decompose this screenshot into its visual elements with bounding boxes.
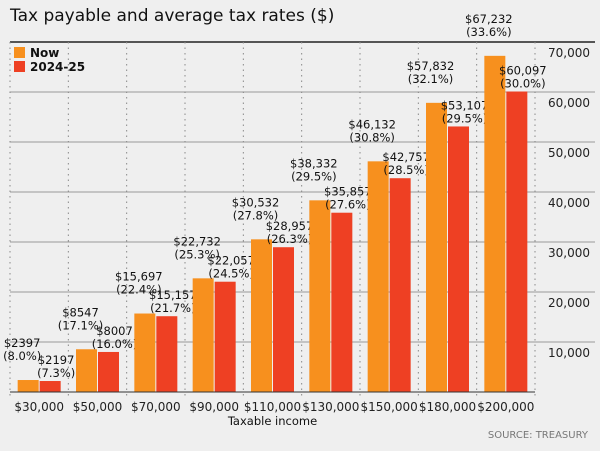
rate-label: (22.4%): [116, 283, 162, 297]
legend-label: 2024-25: [30, 60, 85, 74]
x-tick-label: $50,000: [73, 400, 123, 414]
x-tick-label: $90,000: [189, 400, 239, 414]
bar-now: [76, 349, 97, 392]
bar-now: [367, 161, 389, 392]
rate-label: (7.3%): [37, 366, 75, 380]
bar-2024-25: [331, 212, 353, 392]
bar-now: [484, 55, 506, 393]
value-label: $22,732: [173, 234, 221, 248]
bar-now: [134, 313, 156, 392]
y-tick-label: 10,000: [548, 346, 590, 360]
value-label: $57,832: [407, 59, 455, 73]
value-label: $30,532: [232, 195, 280, 209]
value-label: $15,157: [149, 288, 197, 302]
value-label: $8547: [62, 305, 99, 319]
rate-label: (30.0%): [500, 77, 546, 91]
bar-2024-25: [98, 351, 119, 392]
value-label: $35,857: [324, 185, 372, 199]
legend-swatch-now: [14, 47, 25, 58]
chart-title: Tax payable and average tax rates ($): [10, 6, 335, 26]
bar-2024-25: [214, 281, 236, 392]
value-label: $67,232: [465, 12, 513, 26]
legend-swatch-2024-25: [14, 61, 25, 72]
y-tick-label: 60,000: [548, 96, 590, 110]
value-label: $38,332: [290, 156, 338, 170]
rate-label: (27.8%): [233, 208, 279, 222]
legend-label: Now: [30, 46, 59, 60]
rate-label: (33.6%): [466, 25, 512, 39]
value-label: $28,957: [266, 219, 314, 233]
value-label: $53,107: [441, 98, 489, 112]
bar-now: [17, 380, 39, 392]
bar-2024-25: [389, 178, 411, 392]
y-tick-label: 50,000: [548, 146, 590, 160]
bar-now: [426, 102, 447, 392]
rate-label: (25.3%): [174, 247, 220, 261]
value-label: $2397: [4, 336, 41, 350]
value-label: $15,697: [115, 270, 163, 284]
rate-label: (28.5%): [383, 163, 429, 177]
bar-2024-25: [448, 126, 469, 392]
x-axis-label: Taxable income: [227, 414, 318, 428]
bar-now: [192, 278, 214, 392]
x-tick-label: $110,000: [244, 400, 301, 414]
rate-label: (8.0%): [3, 349, 41, 363]
value-label: $46,132: [348, 117, 396, 131]
rate-label: (29.5%): [442, 111, 488, 125]
value-label: $2197: [38, 353, 75, 367]
x-tick-label: $200,000: [477, 400, 534, 414]
rate-label: (30.8%): [349, 130, 395, 144]
rate-label: (17.1%): [58, 318, 104, 332]
bar-now: [309, 200, 331, 392]
value-label: $22,057: [207, 254, 255, 268]
x-tick-label: $180,000: [419, 400, 476, 414]
x-tick-label: $70,000: [131, 400, 181, 414]
rate-label: (21.7%): [150, 301, 196, 315]
x-tick-label: $150,000: [361, 400, 418, 414]
bar-2024-25: [273, 247, 294, 392]
rate-label: (16.0%): [92, 337, 138, 351]
source-note: SOURCE: TREASURY: [487, 430, 588, 441]
value-label: $60,097: [499, 64, 547, 78]
y-tick-label: 30,000: [548, 246, 590, 260]
x-tick-label: $30,000: [14, 400, 64, 414]
y-tick-label: 40,000: [548, 196, 590, 210]
rate-label: (29.5%): [291, 169, 337, 183]
bar-2024-25: [156, 316, 178, 392]
bar-2024-25: [39, 381, 61, 392]
bar-now: [251, 239, 272, 392]
y-tick-label: 20,000: [548, 296, 590, 310]
rate-label: (24.5%): [208, 267, 254, 281]
rate-label: (27.6%): [325, 198, 371, 212]
value-label: $42,757: [382, 150, 430, 164]
value-label: $8007: [96, 324, 133, 338]
y-tick-label: 70,000: [548, 46, 590, 60]
bar-2024-25: [506, 91, 528, 392]
x-tick-label: $130,000: [302, 400, 359, 414]
rate-label: (26.3%): [267, 232, 313, 246]
rate-label: (32.1%): [408, 72, 454, 86]
